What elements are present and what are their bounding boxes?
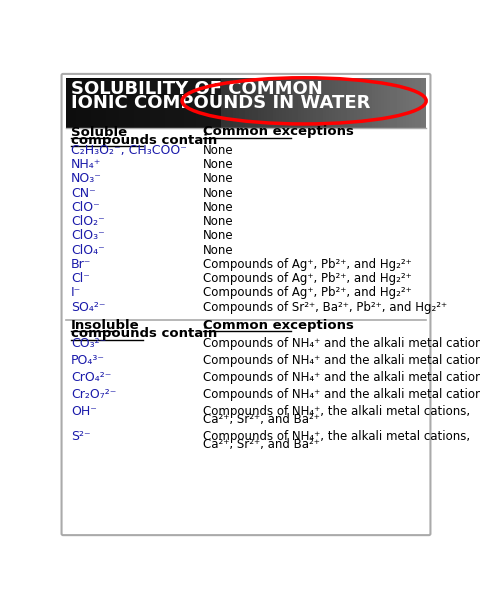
Text: None: None [204, 172, 234, 186]
Text: OH⁻: OH⁻ [71, 405, 97, 418]
Text: Soluble: Soluble [71, 125, 127, 139]
Text: None: None [204, 215, 234, 228]
Text: Compounds of Ag⁺, Pb²⁺, and Hg₂²⁺: Compounds of Ag⁺, Pb²⁺, and Hg₂²⁺ [204, 258, 412, 271]
FancyBboxPatch shape [61, 74, 431, 535]
Text: ClO₂⁻: ClO₂⁻ [71, 215, 105, 228]
Text: ClO₃⁻: ClO₃⁻ [71, 230, 105, 242]
Text: ClO₄⁻: ClO₄⁻ [71, 244, 105, 257]
Text: None: None [204, 158, 234, 171]
Text: I⁻: I⁻ [71, 286, 81, 300]
Text: Common exceptions: Common exceptions [204, 125, 354, 139]
Text: Cl⁻: Cl⁻ [71, 272, 90, 285]
Text: NO₃⁻: NO₃⁻ [71, 172, 102, 186]
Text: Compounds of NH₄⁺ and the alkali metal cations: Compounds of NH₄⁺ and the alkali metal c… [204, 388, 480, 401]
Text: SOLUBILITY OF COMMON: SOLUBILITY OF COMMON [71, 80, 323, 98]
Text: Ca²⁺, Sr²⁺, and Ba²⁺: Ca²⁺, Sr²⁺, and Ba²⁺ [204, 414, 320, 426]
Text: CN⁻: CN⁻ [71, 187, 96, 200]
Text: Compounds of NH₄⁺, the alkali metal cations,: Compounds of NH₄⁺, the alkali metal cati… [204, 430, 470, 443]
Text: Compounds of NH₄⁺ and the alkali metal cations: Compounds of NH₄⁺ and the alkali metal c… [204, 337, 480, 350]
Text: C₂H₃O₂⁻, CH₃COO⁻: C₂H₃O₂⁻, CH₃COO⁻ [71, 144, 187, 157]
Text: compounds contain: compounds contain [71, 134, 217, 147]
Text: Br⁻: Br⁻ [71, 258, 91, 271]
Text: Cr₂O₇²⁻: Cr₂O₇²⁻ [71, 388, 116, 401]
Text: Compounds of Ag⁺, Pb²⁺, and Hg₂²⁺: Compounds of Ag⁺, Pb²⁺, and Hg₂²⁺ [204, 272, 412, 285]
FancyBboxPatch shape [66, 78, 221, 128]
Text: CrO₄²⁻: CrO₄²⁻ [71, 371, 111, 384]
Text: None: None [204, 144, 234, 157]
Text: PO₄³⁻: PO₄³⁻ [71, 354, 105, 367]
Text: Compounds of NH₄⁺ and the alkali metal cations: Compounds of NH₄⁺ and the alkali metal c… [204, 354, 480, 367]
Text: ClO⁻: ClO⁻ [71, 201, 100, 214]
Text: Common exceptions: Common exceptions [204, 319, 354, 332]
Text: Ca²⁺, Sr²⁺, and Ba²⁺: Ca²⁺, Sr²⁺, and Ba²⁺ [204, 438, 320, 451]
Text: Compounds of NH₄⁺ and the alkali metal cations: Compounds of NH₄⁺ and the alkali metal c… [204, 371, 480, 384]
Text: S²⁻: S²⁻ [71, 430, 90, 443]
Text: compounds contain: compounds contain [71, 327, 217, 340]
Text: IONIC COMPOUNDS IN WATER: IONIC COMPOUNDS IN WATER [71, 94, 370, 112]
Text: SO₄²⁻: SO₄²⁻ [71, 301, 105, 314]
Text: Compounds of Ag⁺, Pb²⁺, and Hg₂²⁺: Compounds of Ag⁺, Pb²⁺, and Hg₂²⁺ [204, 286, 412, 300]
Text: CO₃²⁻: CO₃²⁻ [71, 337, 106, 350]
Text: None: None [204, 187, 234, 200]
Text: Insoluble: Insoluble [71, 319, 140, 332]
Text: Compounds of Sr²⁺, Ba²⁺, Pb²⁺, and Hg₂²⁺: Compounds of Sr²⁺, Ba²⁺, Pb²⁺, and Hg₂²⁺ [204, 301, 447, 314]
Text: None: None [204, 230, 234, 242]
Text: None: None [204, 201, 234, 214]
Text: None: None [204, 244, 234, 257]
Text: Compounds of NH₄⁺, the alkali metal cations,: Compounds of NH₄⁺, the alkali metal cati… [204, 405, 470, 418]
Text: NH₄⁺: NH₄⁺ [71, 158, 101, 171]
